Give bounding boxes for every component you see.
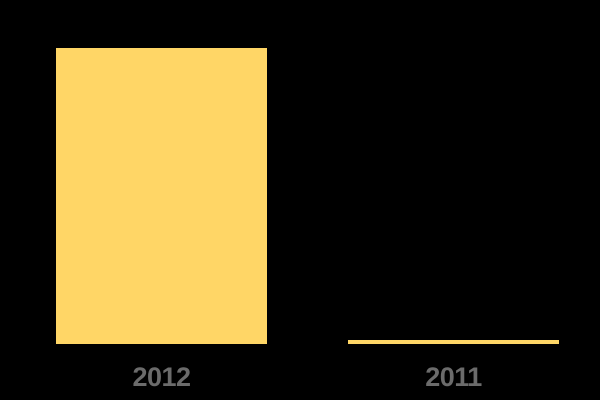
bar-label-2012: 2012 — [132, 362, 191, 392]
bar-2011 — [348, 340, 559, 344]
bar-label-2011: 2011 — [425, 362, 482, 392]
bar-2012 — [56, 47, 267, 344]
